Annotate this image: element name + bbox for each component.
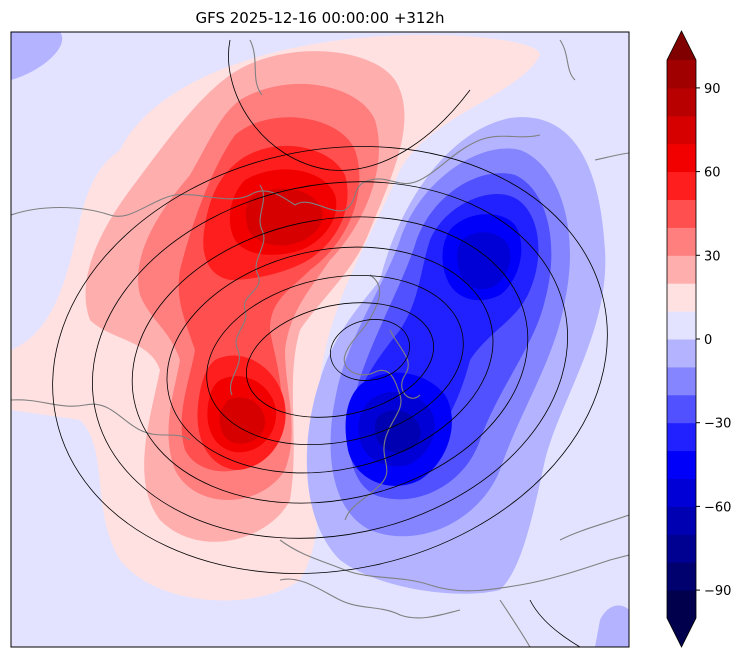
fill-blue-0-10-c bbox=[595, 605, 629, 647]
colorbar-tick-label: 60 bbox=[704, 166, 721, 181]
coastline bbox=[389, 329, 421, 399]
colorbar-level bbox=[667, 422, 696, 452]
colorbar-outline bbox=[666, 30, 697, 648]
fill-red-60-70 bbox=[245, 188, 323, 246]
colorbar-extend-min bbox=[667, 618, 696, 647]
colorbar-level bbox=[667, 171, 696, 200]
coastlines bbox=[11, 39, 629, 647]
isolines bbox=[52, 39, 608, 647]
isoline bbox=[206, 274, 464, 446]
colorbar-level bbox=[667, 60, 696, 89]
colorbar-level bbox=[667, 227, 696, 256]
coastline bbox=[229, 184, 265, 396]
coastline bbox=[559, 514, 629, 541]
map-area bbox=[11, 32, 629, 647]
colorbar-level bbox=[667, 87, 696, 117]
colorbar-level bbox=[667, 450, 696, 479]
colorbar-level bbox=[667, 199, 696, 228]
colorbar-level bbox=[667, 366, 696, 396]
colorbar-level bbox=[667, 394, 696, 424]
map-frame bbox=[10, 31, 630, 648]
colorbar-level bbox=[667, 115, 696, 145]
coastline bbox=[249, 39, 263, 96]
coastline bbox=[594, 152, 629, 161]
colorbar-level bbox=[667, 506, 696, 535]
colorbar-tick-label: 30 bbox=[704, 249, 721, 264]
isoline bbox=[228, 39, 471, 171]
coastline bbox=[294, 134, 541, 212]
isoline bbox=[529, 599, 581, 647]
isoline bbox=[131, 216, 529, 504]
colorbar-level bbox=[667, 562, 696, 591]
coastline bbox=[343, 274, 402, 521]
colorbar-tick-label: 90 bbox=[704, 82, 721, 97]
isoline bbox=[329, 319, 411, 381]
colorbar-extend-max bbox=[667, 31, 696, 60]
fill-blue-0-10-b bbox=[11, 32, 63, 80]
fill-blue-60-70-s bbox=[375, 410, 421, 453]
coastline bbox=[279, 539, 629, 592]
colorbar-level bbox=[667, 255, 696, 284]
colorbar-level bbox=[667, 590, 696, 619]
isoline bbox=[166, 246, 494, 474]
colorbar-tick-label: −90 bbox=[704, 584, 731, 599]
coastline bbox=[279, 578, 461, 619]
anomaly-fill bbox=[11, 32, 629, 647]
coastline bbox=[11, 190, 296, 217]
colorbar-tick-label: 0 bbox=[704, 333, 712, 348]
chart-title: GFS 2025-12-16 00:00:00 +312h bbox=[195, 9, 445, 27]
colorbar-tick-label: −60 bbox=[704, 500, 731, 515]
colorbar-level bbox=[667, 339, 696, 368]
colorbar-level bbox=[667, 534, 696, 563]
colorbar-level bbox=[667, 478, 696, 507]
fill-blue-50-60 bbox=[457, 232, 511, 290]
colorbar-level bbox=[667, 143, 696, 173]
fill-red-60-70-s bbox=[219, 397, 266, 444]
coastline bbox=[559, 39, 576, 81]
colorbar-level bbox=[667, 283, 696, 312]
coastline bbox=[499, 599, 531, 647]
isoline bbox=[92, 181, 568, 539]
colorbar-tick-label: −30 bbox=[704, 417, 731, 432]
colorbar-level bbox=[667, 311, 696, 340]
isoline bbox=[245, 302, 435, 418]
coastline bbox=[11, 399, 191, 441]
